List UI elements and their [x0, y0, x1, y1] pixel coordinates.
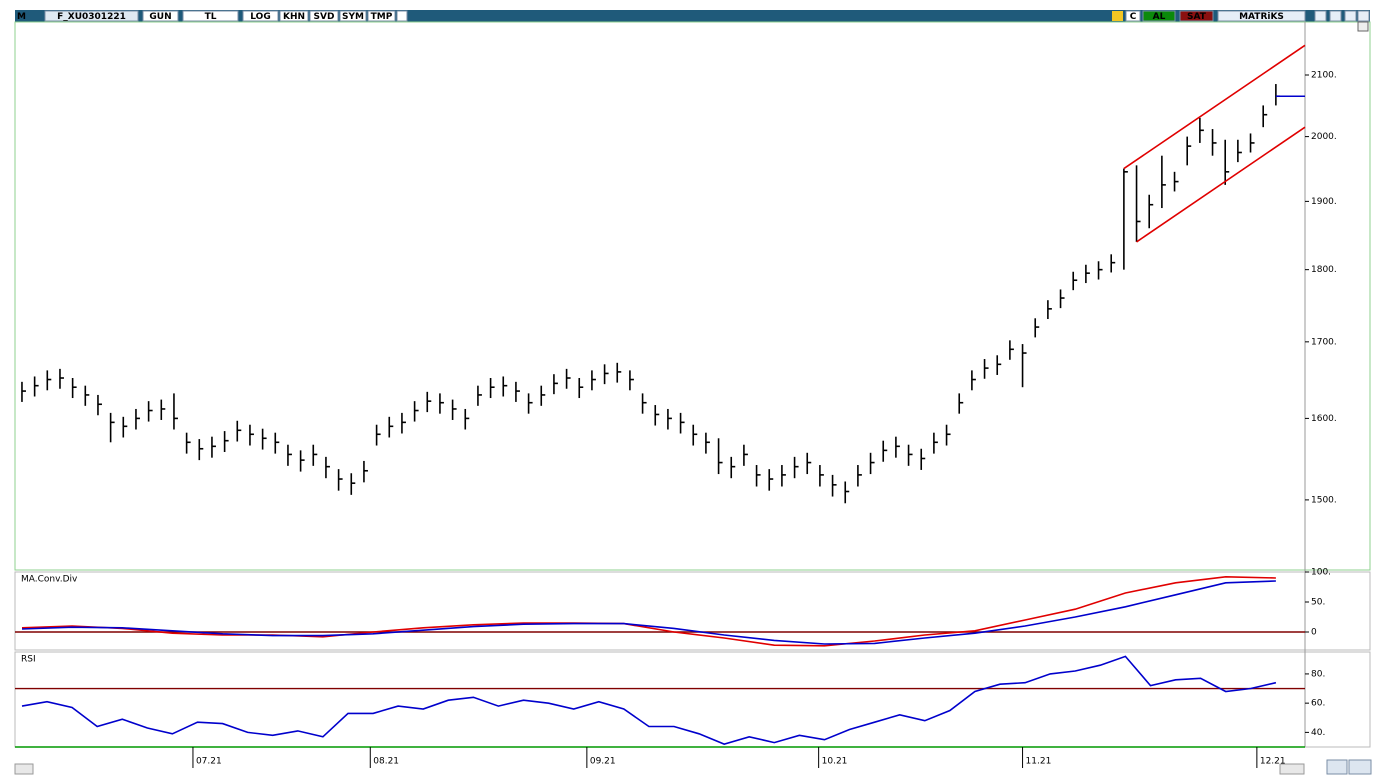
y-tick-label: 1600. — [1311, 414, 1337, 424]
toolbar-button[interactable] — [367, 10, 396, 22]
panel-button[interactable] — [1357, 21, 1369, 32]
rsi-panel — [14, 651, 1371, 748]
toolbar-label: M — [17, 12, 26, 22]
toolbar-label: C — [1130, 12, 1137, 22]
toolbar-button[interactable] — [279, 10, 309, 22]
toolbar-button[interactable] — [309, 10, 339, 22]
y-tick-label: 80. — [1311, 669, 1325, 679]
y-tick-label: 1800. — [1311, 265, 1337, 275]
x-tick-label: 09.21 — [590, 757, 616, 767]
toolbar-button[interactable] — [1125, 10, 1141, 22]
y-tick-label: 2100. — [1311, 70, 1337, 80]
y-tick-label: 1700. — [1311, 337, 1337, 347]
toolbar-label: KHN — [283, 12, 305, 22]
toolbar-button[interactable] — [44, 10, 139, 22]
trend-channel — [1136, 126, 1306, 243]
dropdown[interactable] — [396, 10, 408, 22]
panel-title: MA.Conv.Div — [21, 575, 78, 585]
toolbar-label: GUN — [149, 12, 171, 22]
indicator-line — [21, 580, 1276, 645]
y-tick-label: 1900. — [1311, 197, 1337, 207]
toolbar-label: AL — [1153, 12, 1166, 22]
toolbar-button[interactable] — [1179, 10, 1214, 22]
y-tick-label: 40. — [1311, 728, 1325, 738]
y-tick-label: 100. — [1311, 568, 1331, 578]
nav-button[interactable] — [1348, 759, 1372, 775]
toolbar-button[interactable] — [1142, 10, 1176, 22]
window-button[interactable] — [1329, 10, 1342, 22]
y-tick-label: 60. — [1311, 699, 1325, 709]
y-tick-label: 0 — [1311, 628, 1317, 638]
x-tick-label: 08.21 — [373, 757, 399, 767]
scroll-right[interactable] — [1279, 763, 1305, 775]
x-tick-label: 11.21 — [1026, 757, 1052, 767]
panel-title: RSI — [21, 655, 36, 665]
x-tick-label: 12.21 — [1260, 757, 1286, 767]
toolbar-button[interactable] — [182, 10, 239, 22]
macd-panel — [14, 571, 1371, 651]
toolbar-label: TMP — [371, 12, 393, 22]
trend-channel — [1123, 44, 1306, 170]
x-tick-label: 07.21 — [196, 757, 222, 767]
toolbar-label: TL — [205, 12, 217, 22]
toolbar-label: SVD — [314, 12, 335, 22]
x-tick-label: 10.21 — [822, 757, 848, 767]
price-panel — [14, 21, 1371, 571]
window-button[interactable] — [1357, 10, 1370, 22]
icon — [1112, 11, 1123, 21]
indicator-line — [21, 575, 1276, 647]
toolbar-label: SYM — [342, 12, 364, 22]
window-button[interactable] — [1344, 10, 1357, 22]
toolbar-button[interactable] — [1217, 10, 1306, 22]
y-tick-label: 2000. — [1311, 132, 1337, 142]
y-tick-label: 50. — [1311, 598, 1325, 608]
toolbar-label: MATRiKS — [1239, 12, 1284, 22]
toolbar-label: F_XU0301221 — [57, 12, 126, 22]
toolbar-label: SAT — [1187, 12, 1207, 22]
window-button[interactable] — [1314, 10, 1327, 22]
y-tick-label: 1500. — [1311, 495, 1337, 505]
refresh-button[interactable] — [1326, 759, 1348, 775]
indicator-line — [21, 655, 1277, 745]
toolbar-button[interactable] — [142, 10, 179, 22]
toolbar-button[interactable] — [339, 10, 367, 22]
toolbar-button[interactable] — [242, 10, 279, 22]
scroll-left[interactable] — [14, 763, 34, 775]
toolbar-label: LOG — [250, 12, 270, 22]
